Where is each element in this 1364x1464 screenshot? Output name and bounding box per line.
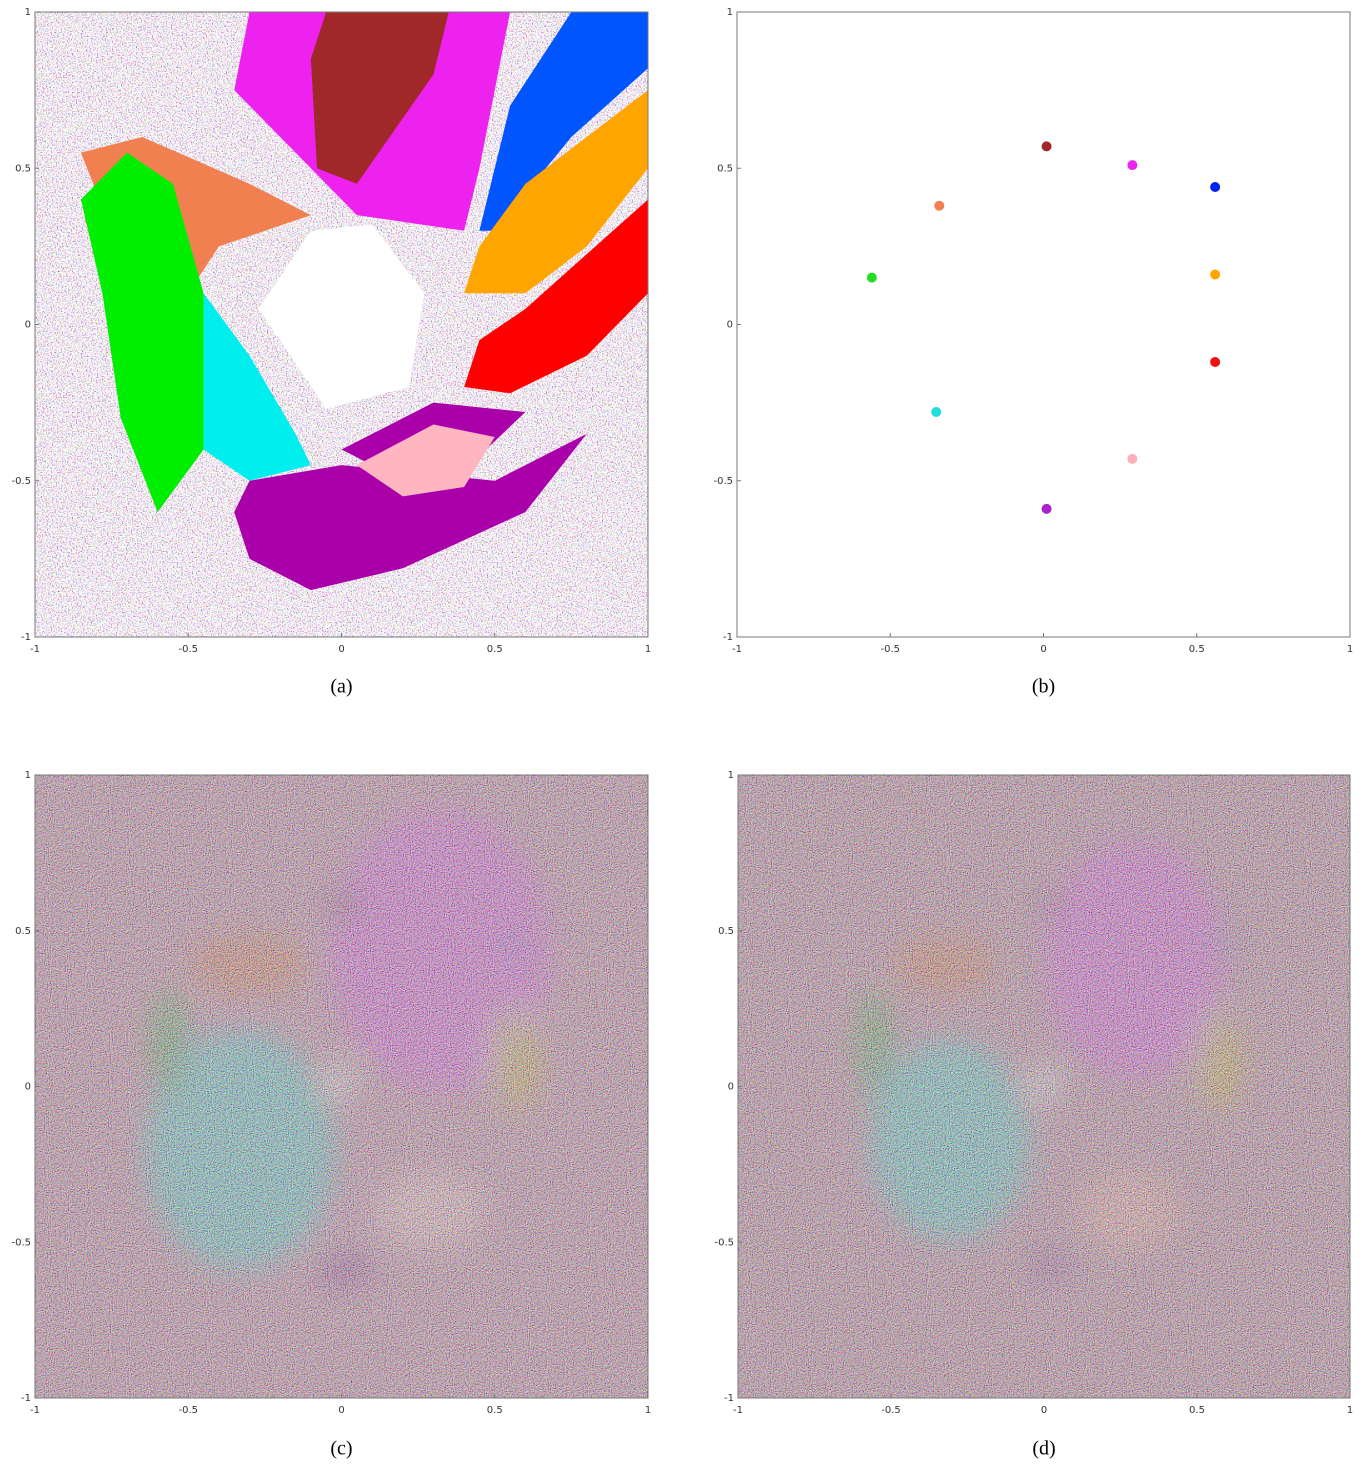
page: {"chart_data": [ {"type": "image", "capt… xyxy=(0,0,1364,1464)
y-tick-label: -0.5 xyxy=(11,1237,31,1248)
y-tick-label: 0 xyxy=(728,1082,734,1093)
point xyxy=(931,407,941,417)
x-tick-label: -1 xyxy=(30,1405,40,1416)
y-tick-label: -1 xyxy=(723,632,733,643)
y-tick-label: 1 xyxy=(25,7,31,18)
y-tick-label: 0.5 xyxy=(717,163,733,174)
caption: (b) xyxy=(1032,676,1055,698)
point xyxy=(1210,357,1220,367)
point xyxy=(1127,160,1137,170)
point xyxy=(1210,270,1220,280)
y-tick-label: 1 xyxy=(728,770,734,781)
basin-image xyxy=(35,775,648,1398)
x-tick-label: -1 xyxy=(733,1405,743,1416)
y-tick-label: 0 xyxy=(727,320,733,331)
point xyxy=(1210,182,1220,192)
x-tick-label: 0 xyxy=(1040,644,1046,655)
x-tick-label: 0.5 xyxy=(1189,1405,1205,1416)
y-tick-label: 0.5 xyxy=(718,926,734,937)
x-tick-label: 1 xyxy=(1347,644,1353,655)
y-tick-label: 1 xyxy=(25,770,31,781)
y-tick-label: -1 xyxy=(21,1393,31,1404)
plot-frame xyxy=(737,12,1350,637)
y-tick-label: -0.5 xyxy=(713,476,733,487)
x-tick-label: 0 xyxy=(338,644,344,655)
x-tick-label: -0.5 xyxy=(880,644,900,655)
y-tick-label: 0 xyxy=(25,1082,31,1093)
y-tick-label: -1 xyxy=(21,632,31,643)
y-tick-label: -1 xyxy=(724,1393,734,1404)
caption: (a) xyxy=(330,676,352,698)
x-tick-label: 1 xyxy=(645,1405,651,1416)
x-tick-label: 1 xyxy=(645,644,651,655)
point xyxy=(934,201,944,211)
x-tick-label: -1 xyxy=(30,644,40,655)
y-tick-label: 0.5 xyxy=(15,926,31,937)
y-tick-label: 0.5 xyxy=(15,163,31,174)
x-tick-label: 0.5 xyxy=(1189,644,1205,655)
y-tick-label: -0.5 xyxy=(714,1237,734,1248)
x-tick-label: 0 xyxy=(1041,1405,1047,1416)
point xyxy=(1127,454,1137,464)
x-tick-label: 0.5 xyxy=(487,644,503,655)
x-tick-label: 0.5 xyxy=(487,1405,503,1416)
caption: (d) xyxy=(1032,1438,1055,1460)
x-tick-label: 0 xyxy=(338,1405,344,1416)
y-tick-label: -0.5 xyxy=(11,476,31,487)
basin-image xyxy=(35,12,648,637)
point xyxy=(867,273,877,283)
x-tick-label: 1 xyxy=(1347,1405,1353,1416)
x-tick-label: -0.5 xyxy=(881,1405,901,1416)
x-tick-label: -1 xyxy=(732,644,742,655)
point xyxy=(1042,504,1052,514)
y-tick-label: 0 xyxy=(25,320,31,331)
caption: (c) xyxy=(330,1438,352,1460)
basin-image xyxy=(738,775,1350,1398)
figure: -1 -0.5 0 0.5 1 -1 -0.5 0 0.5 1 (a) -1 -0.5 0 0.5 1 -1 -0… xyxy=(0,0,1364,1464)
x-tick-label: -0.5 xyxy=(178,644,198,655)
point xyxy=(1042,141,1052,151)
x-tick-label: -0.5 xyxy=(178,1405,198,1416)
y-tick-label: 1 xyxy=(727,7,733,18)
